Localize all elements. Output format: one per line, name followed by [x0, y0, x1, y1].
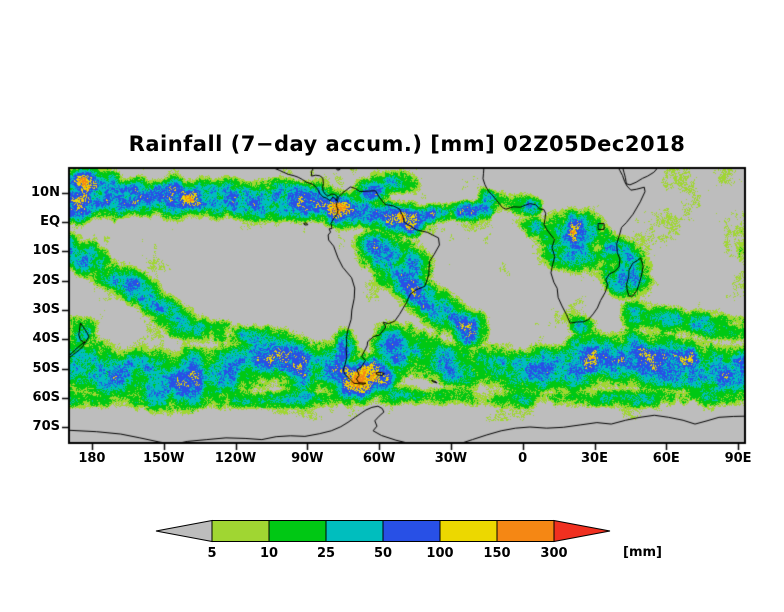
x-tick-label-0: 0: [518, 451, 528, 466]
colorbar-label-10: 10: [259, 546, 279, 561]
x-tick-label-180: 180: [78, 451, 106, 466]
y-tick-label-10S: 10S: [32, 243, 60, 259]
colorbar-label-150: 150: [483, 546, 511, 561]
x-tick-label-90E: 90E: [724, 451, 752, 466]
colorbar-label-25: 25: [316, 546, 336, 561]
colorbar-right-arrow: [553, 519, 611, 543]
colorbar-segment-2: [268, 520, 327, 542]
y-tick-label-10N: 10N: [31, 184, 60, 200]
y-tick-label-40S: 40S: [32, 331, 60, 347]
colorbar-segment-5: [439, 520, 498, 542]
colorbar-label-300: 300: [540, 546, 568, 561]
colorbar: [155, 519, 611, 543]
x-tick-label-30W: 30W: [434, 451, 468, 466]
chart-title: Rainfall (7−day accum.) [mm] 02Z05Dec201…: [128, 132, 686, 156]
colorbar-left-arrow: [155, 519, 213, 543]
y-tick-label-60S: 60S: [32, 389, 60, 405]
y-tick-label-30S: 30S: [32, 302, 60, 318]
x-tick-label-90W: 90W: [291, 451, 324, 466]
y-tick-label-50S: 50S: [32, 360, 60, 376]
x-tick-label-120W: 120W: [214, 451, 257, 466]
colorbar-segment-3: [325, 520, 384, 542]
colorbar-label-50: 50: [373, 546, 393, 561]
x-tick-label-150W: 150W: [142, 451, 185, 466]
x-tick-label-30E: 30E: [581, 451, 608, 466]
colorbar-label-5: 5: [207, 546, 217, 561]
colorbar-segment-6: [496, 520, 555, 542]
colorbar-segment-4: [382, 520, 441, 542]
colorbar-label-100: 100: [426, 546, 454, 561]
colorbar-segment-1: [211, 520, 270, 542]
y-tick-label-20S: 20S: [32, 272, 60, 288]
rainfall-map: [60, 159, 754, 452]
y-tick-label-70S: 70S: [32, 419, 60, 435]
colorbar-units-label: [mm]: [623, 545, 662, 560]
y-tick-label-EQ: EQ: [40, 214, 60, 230]
x-tick-label-60E: 60E: [652, 451, 680, 466]
x-tick-label-60W: 60W: [362, 451, 396, 466]
